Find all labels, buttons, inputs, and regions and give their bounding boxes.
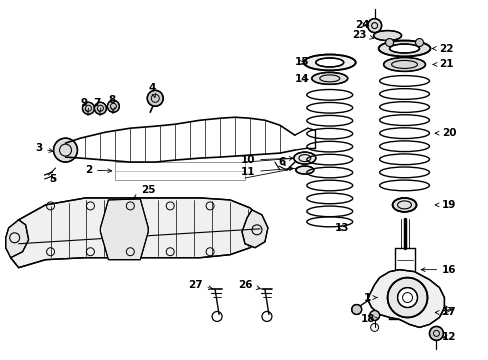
Text: 20: 20 xyxy=(434,128,456,138)
Polygon shape xyxy=(242,210,267,248)
Text: 1: 1 xyxy=(363,293,376,302)
Ellipse shape xyxy=(378,41,429,57)
Text: 15: 15 xyxy=(294,58,308,67)
Ellipse shape xyxy=(373,31,401,41)
Text: 2: 2 xyxy=(84,165,111,175)
Circle shape xyxy=(147,90,163,106)
Text: 9: 9 xyxy=(81,98,88,112)
Polygon shape xyxy=(6,220,29,258)
Text: 22: 22 xyxy=(431,44,453,54)
Text: 25: 25 xyxy=(133,185,155,198)
Circle shape xyxy=(94,102,106,114)
Ellipse shape xyxy=(389,44,419,53)
Circle shape xyxy=(428,327,443,340)
Text: 17: 17 xyxy=(434,307,456,318)
Text: 10: 10 xyxy=(240,155,292,165)
Ellipse shape xyxy=(311,72,347,84)
Ellipse shape xyxy=(303,54,355,71)
Text: 23: 23 xyxy=(352,30,373,40)
Polygon shape xyxy=(367,270,444,328)
Text: 21: 21 xyxy=(432,59,453,69)
Circle shape xyxy=(415,39,423,46)
Circle shape xyxy=(385,39,393,46)
Text: 19: 19 xyxy=(434,200,456,210)
Text: 18: 18 xyxy=(360,314,378,324)
Text: 7: 7 xyxy=(94,98,101,112)
Text: 12: 12 xyxy=(441,332,456,342)
Text: 27: 27 xyxy=(187,280,212,290)
Circle shape xyxy=(387,278,427,318)
Text: 5: 5 xyxy=(49,174,56,184)
Circle shape xyxy=(397,288,417,307)
Text: 14: 14 xyxy=(294,75,308,84)
Circle shape xyxy=(369,310,379,320)
Circle shape xyxy=(53,138,77,162)
Polygon shape xyxy=(100,199,148,260)
Polygon shape xyxy=(11,198,260,268)
Text: 13: 13 xyxy=(334,223,348,233)
Text: 3: 3 xyxy=(35,143,53,153)
Text: 8: 8 xyxy=(108,95,116,111)
Ellipse shape xyxy=(383,58,425,71)
Text: 24: 24 xyxy=(355,19,369,30)
Circle shape xyxy=(107,100,119,112)
Text: 26: 26 xyxy=(237,280,260,289)
Ellipse shape xyxy=(293,152,315,164)
Ellipse shape xyxy=(295,166,313,174)
Circle shape xyxy=(367,19,381,32)
Bar xyxy=(115,162,244,180)
Text: 4: 4 xyxy=(148,84,156,98)
Ellipse shape xyxy=(315,58,343,67)
Text: 16: 16 xyxy=(420,265,456,275)
Circle shape xyxy=(351,305,361,315)
Text: 6: 6 xyxy=(278,157,285,167)
Text: 11: 11 xyxy=(240,167,292,177)
Ellipse shape xyxy=(392,198,416,212)
Circle shape xyxy=(82,102,94,114)
